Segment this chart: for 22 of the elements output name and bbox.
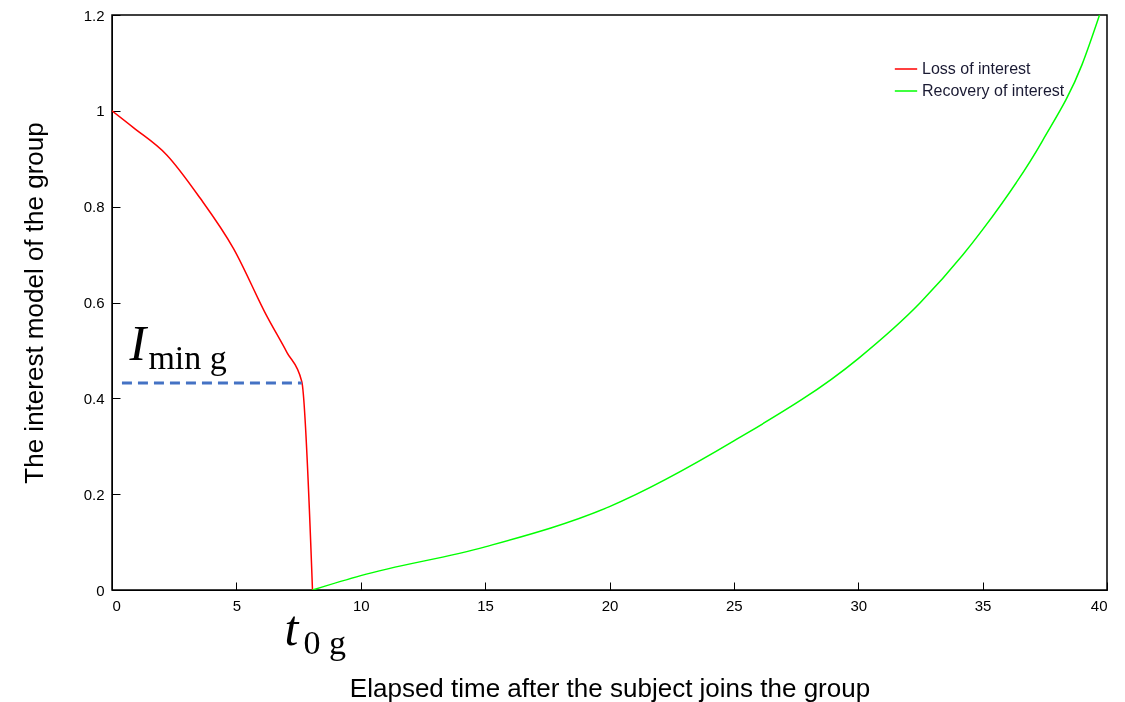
y-tick-label: 0.8	[83, 198, 105, 216]
y-tick-label: 1	[96, 102, 105, 120]
x-tick-label: 10	[352, 596, 370, 614]
x-tick-label: 25	[726, 596, 743, 614]
x-tick-label: 20	[601, 596, 619, 614]
y-axis-title: The interest model of the group	[18, 122, 49, 484]
y-tick-label: 0	[96, 581, 105, 599]
x-tick-label: 40	[1090, 596, 1108, 614]
y-tick-label: 1.2	[83, 6, 105, 24]
x-tick-label: 0	[112, 596, 121, 614]
y-tick-label: 0.2	[83, 485, 105, 503]
legend-label: Loss of interest	[922, 60, 1032, 77]
legend-label: Recovery of interest	[922, 82, 1065, 99]
line-series	[311, 15, 1101, 590]
x-tick-label: 30	[850, 596, 868, 614]
x-axis-title: Elapsed time after the subject joins the group	[349, 672, 871, 702]
x-tick-label: 35	[974, 596, 992, 614]
x-tick-label: 5	[232, 596, 242, 614]
y-tick-label: 0.6	[83, 294, 105, 311]
line-series	[112, 110, 314, 590]
y-tick-label: 0.4	[83, 389, 105, 407]
x-tick-label: 15	[477, 596, 494, 614]
